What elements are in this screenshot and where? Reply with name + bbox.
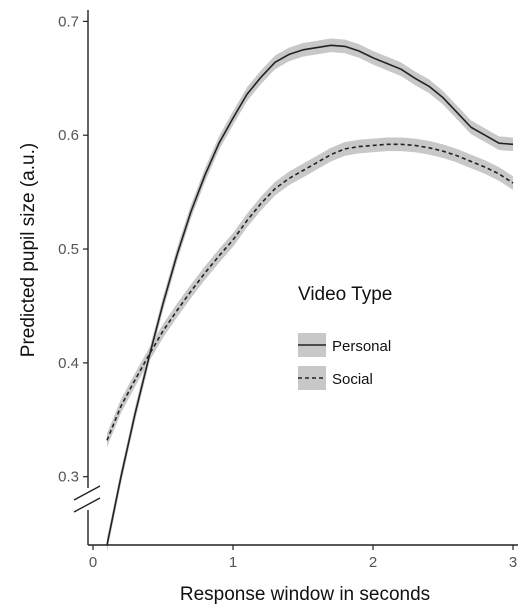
x-tick-label: 2 [369,554,377,571]
ci-band-social [107,137,513,448]
y-ticks: 0.3 0.4 0.5 0.6 0.7 [58,13,88,486]
y-tick-label: 0.4 [58,355,79,372]
series-lines [106,44,514,546]
legend: Video Type Personal Social [298,284,392,390]
x-tick-label: 1 [229,554,237,571]
x-tick-label: 0 [89,554,97,571]
x-tick-label: 3 [509,554,517,571]
y-axis-break [73,485,101,513]
series-line-personal [106,44,514,546]
y-tick-label: 0.3 [58,469,79,486]
series-line-social [106,143,514,441]
y-tick-label: 0.7 [58,13,79,30]
legend-label-personal: Personal [332,338,391,355]
y-tick-label: 0.6 [58,127,79,144]
y-tick-label: 0.5 [58,241,79,258]
y-axis-title: Predicted pupil size (a.u.) [18,143,39,357]
x-ticks: 0 1 2 3 [89,545,517,571]
legend-title: Video Type [298,284,392,305]
legend-label-social: Social [332,371,373,388]
x-axis-title: Response window in seconds [180,584,430,605]
